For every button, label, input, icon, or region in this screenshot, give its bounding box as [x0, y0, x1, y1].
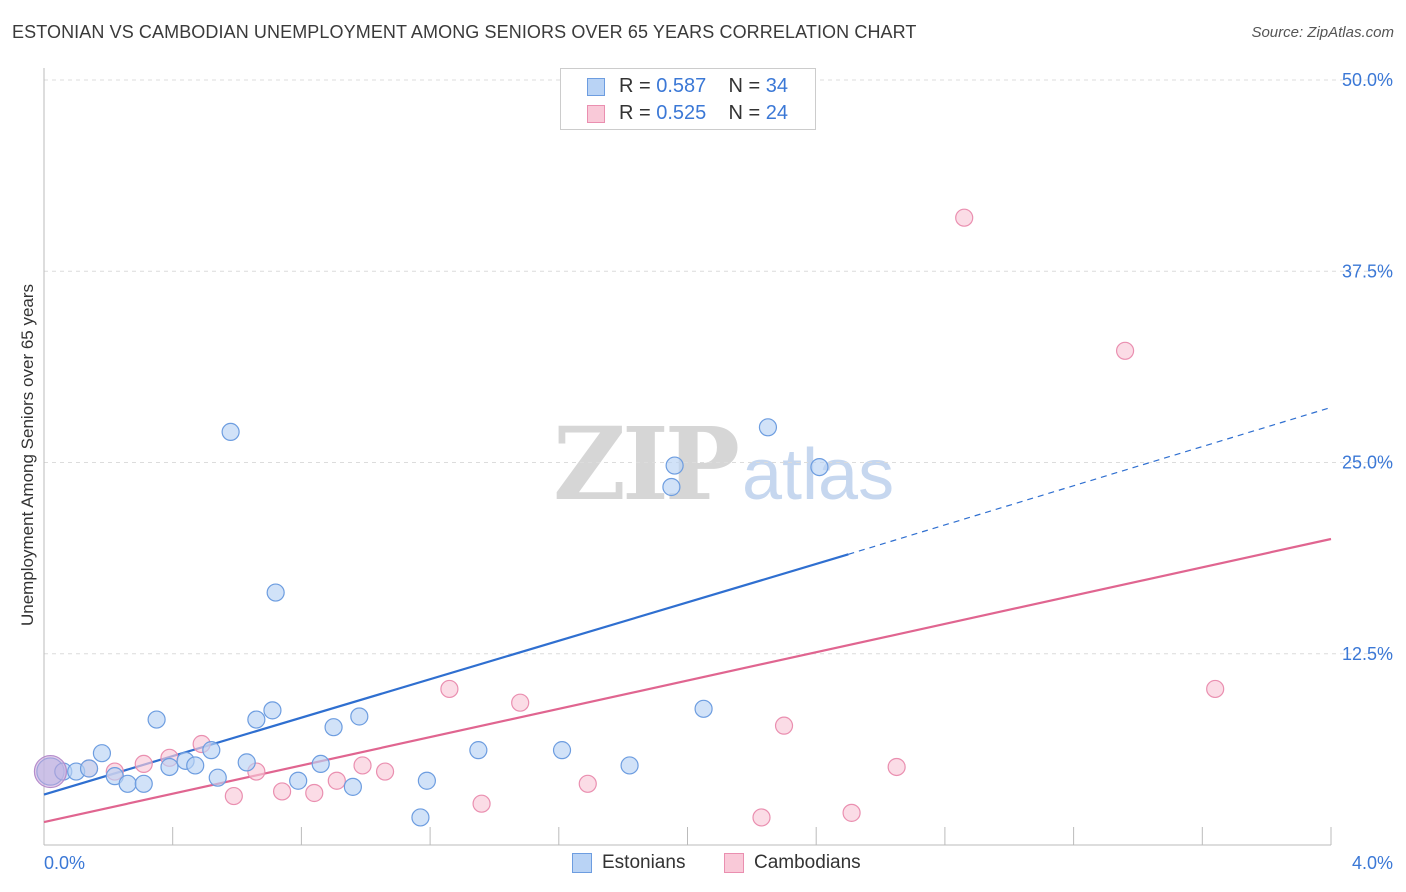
legend-item-cambodians[interactable]: Cambodians: [724, 852, 861, 874]
trend-lines: [43, 406, 1332, 824]
estonians-point: [324, 718, 343, 737]
estonians-point: [662, 477, 681, 497]
estonians-point: [160, 757, 179, 777]
legend-n-label: N =: [728, 75, 766, 97]
x-tick-label: 0.0%: [44, 853, 85, 873]
source-credit: Source: ZipAtlas.com: [1251, 24, 1394, 41]
cambodians-point: [887, 757, 906, 777]
legend-n-value: 34: [765, 75, 789, 97]
estonians-legend-swatch: [572, 853, 592, 873]
x-tick-label: 4.0%: [1352, 853, 1393, 873]
legend-n-label: N =: [728, 102, 766, 124]
estonians-point: [237, 753, 256, 772]
legend-r-label: R =: [619, 102, 657, 124]
estonians-point: [134, 774, 153, 793]
cambodians-legend-swatch: [724, 853, 744, 873]
estonians-point: [417, 771, 436, 790]
estonians-point: [311, 754, 330, 774]
tick-labels: 12.5% 25.0% 37.5% 50.0% 0.0% 4.0%: [44, 70, 1393, 873]
estonians-point: [266, 583, 285, 602]
estonians-trend-line: [43, 553, 849, 796]
cambodians-point: [955, 208, 974, 227]
cambodians-point: [353, 756, 372, 775]
legend-n-value: 24: [765, 102, 789, 124]
gridlines: [44, 79, 1395, 655]
estonians-point: [289, 771, 308, 790]
y-tick-label: 37.5%: [1342, 261, 1393, 281]
estonians-point: [263, 701, 282, 720]
estonians-points: [33, 418, 829, 827]
cambodians-trend-line: [43, 537, 1332, 824]
chart-title: ESTONIAN VS CAMBODIAN UNEMPLOYMENT AMONG…: [12, 22, 917, 42]
estonians-point: [202, 741, 221, 760]
cambodians-point: [375, 762, 395, 781]
cambodians-point: [472, 794, 491, 813]
cambodians-point: [305, 783, 324, 803]
correlation-legend: R = 0.587 N = 34 R = 0.525 N = 24: [560, 68, 816, 130]
cambodians-point: [752, 808, 771, 827]
watermark: ZIPatlas: [553, 405, 894, 523]
watermark-zip: ZIP: [553, 405, 740, 523]
series-legend: Estonians Cambodians: [0, 852, 1406, 878]
cambodians-point: [327, 771, 346, 790]
legend-r-value: 0.525: [656, 102, 707, 124]
estonians-point: [92, 744, 112, 763]
y-tick-label: 12.5%: [1342, 644, 1393, 664]
estonians-point: [620, 756, 639, 775]
estonians-point: [118, 774, 137, 793]
estonians-point: [665, 456, 684, 475]
estonians-point: [758, 418, 778, 437]
estonians-point: [186, 756, 205, 775]
cambodians-swatch: [587, 105, 605, 123]
estonians-point: [350, 707, 369, 726]
estonians-point: [221, 422, 240, 441]
estonians-trend-extension: [848, 406, 1332, 555]
cambodians-point: [224, 786, 243, 806]
estonians-point: [411, 808, 430, 827]
estonians-point: [208, 768, 227, 787]
y-axis-label: Unemployment Among Seniors over 65 years: [18, 283, 37, 627]
estonians-point: [147, 710, 166, 729]
legend-r-label: R =: [619, 75, 657, 97]
legend-label-cambodians: Cambodians: [754, 852, 861, 873]
estonians-point: [247, 710, 266, 729]
overlap-point: [33, 754, 68, 789]
cambodians-point: [440, 679, 459, 699]
estonians-point: [810, 457, 829, 477]
estonians-point: [79, 759, 99, 778]
legend-r-value: 0.587: [656, 75, 707, 97]
axes: [43, 68, 1332, 846]
cambodians-point: [1206, 679, 1225, 699]
cambodians-point: [578, 774, 597, 793]
cambodians-point: [842, 803, 861, 822]
y-tick-label: 25.0%: [1342, 453, 1393, 473]
estonians-point: [343, 777, 362, 796]
cambodians-point: [272, 782, 292, 801]
cambodians-point: [511, 693, 530, 712]
y-tick-label: 50.0%: [1342, 70, 1393, 90]
cambodians-point: [134, 754, 153, 774]
cambodians-point: [774, 716, 794, 735]
cambodians-point: [1115, 341, 1135, 360]
legend-label-estonians: Estonians: [602, 852, 686, 873]
estonians-swatch: [587, 78, 605, 96]
estonians-point: [552, 741, 572, 760]
legend-item-estonians[interactable]: Estonians: [572, 852, 685, 874]
estonians-point: [469, 741, 488, 760]
estonians-point: [694, 699, 713, 718]
